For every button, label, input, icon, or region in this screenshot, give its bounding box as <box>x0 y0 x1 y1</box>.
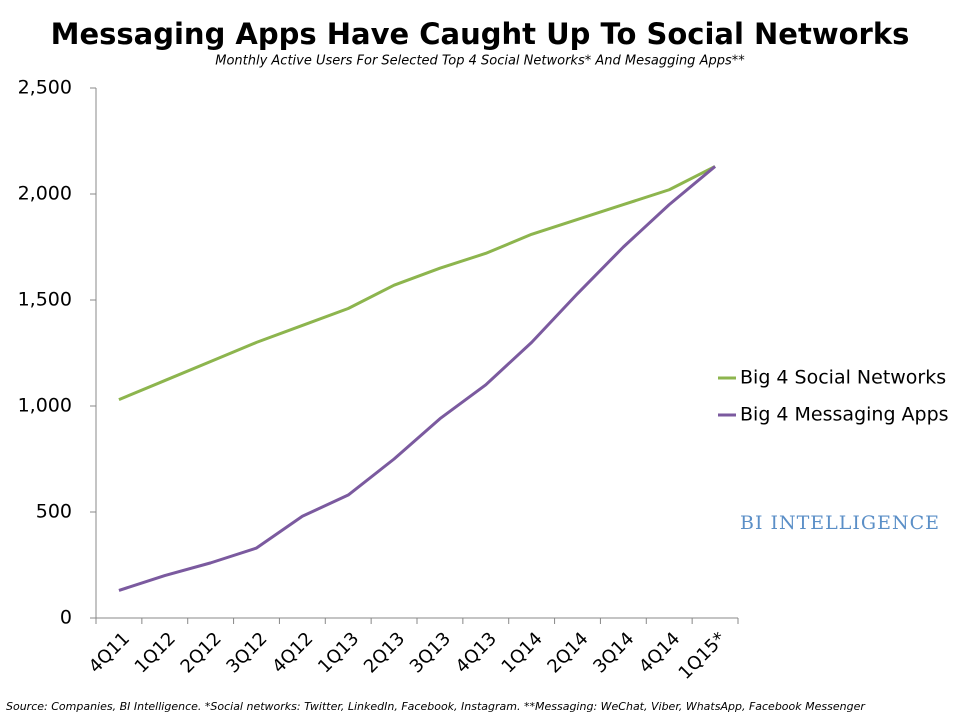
chart-subtitle: Monthly Active Users For Selected Top 4 … <box>215 54 745 69</box>
x-tick-label: 3Q14 <box>589 628 638 677</box>
y-tick-label: 1,000 <box>18 395 72 417</box>
x-tick-label: 4Q11 <box>85 628 134 677</box>
y-tick-label: 1,500 <box>18 289 72 311</box>
x-tick-label: 3Q13 <box>406 628 455 677</box>
x-tick-label: 4Q12 <box>268 628 317 677</box>
x-tick-label: 1Q14 <box>498 628 547 677</box>
x-tick-label: 2Q12 <box>177 628 226 677</box>
y-tick-label: 2,500 <box>18 77 72 99</box>
series-line <box>118 165 716 402</box>
y-tick-label: 2,000 <box>18 183 72 205</box>
series-line <box>118 165 717 592</box>
source-note: Source: Companies, BI Intelligence. *Soc… <box>6 700 866 713</box>
x-tick-label: 1Q12 <box>131 628 180 677</box>
x-tick-label: 3Q12 <box>222 628 271 677</box>
legend-label: Big 4 Social Networks <box>740 367 946 389</box>
chart-title: Messaging Apps Have Caught Up To Social … <box>51 17 910 51</box>
x-tick-label: 2Q14 <box>543 628 592 677</box>
x-tick-label: 4Q13 <box>452 628 501 677</box>
y-tick-label: 500 <box>36 501 72 523</box>
x-tick-label: 2Q13 <box>360 628 409 677</box>
x-tick-label: 1Q13 <box>314 628 363 677</box>
watermark: BI INTELLIGENCE <box>740 512 940 534</box>
y-tick-label: 0 <box>60 607 72 629</box>
legend-label: Big 4 Messaging Apps <box>740 404 949 426</box>
x-tick-label: 1Q15* <box>675 628 731 684</box>
